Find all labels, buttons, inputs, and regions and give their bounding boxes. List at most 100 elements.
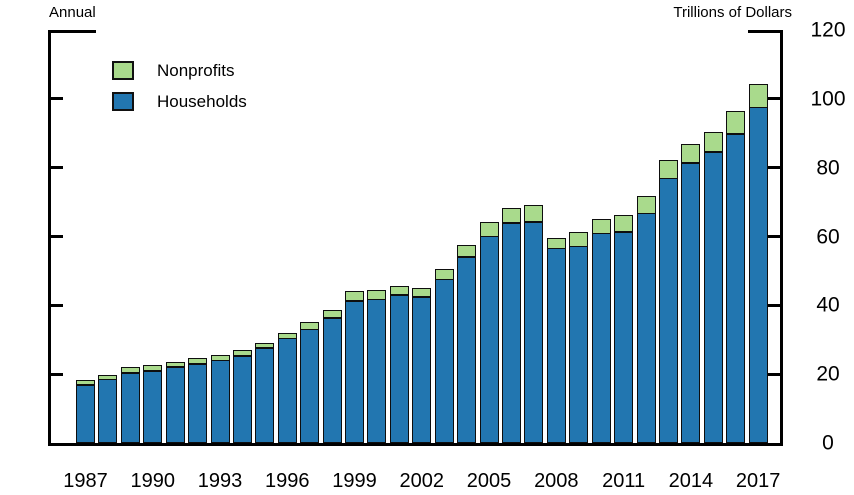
bar-2000 — [367, 289, 387, 443]
bar-1988 — [98, 374, 118, 443]
bar-1998-households-segment — [322, 317, 342, 443]
bar-2000-households-segment — [367, 299, 387, 443]
top-frame-right-segment — [748, 30, 780, 33]
x-tick-label-1987: 1987 — [63, 470, 108, 492]
x-tick-label-1996: 1996 — [265, 470, 310, 492]
bar-1988-nonprofits-segment — [98, 374, 118, 380]
right-axis-tick-60 — [768, 235, 780, 238]
bar-2002-nonprofits-segment — [412, 287, 432, 298]
x-tick-label-2017: 2017 — [735, 470, 781, 492]
bar-2003-households-segment — [434, 279, 454, 443]
bar-2005-households-segment — [479, 236, 499, 443]
bar-2013-households-segment — [658, 178, 678, 443]
x-tick-label-1999: 1999 — [332, 470, 377, 492]
right-axis-tick-40 — [768, 303, 780, 307]
y-tick-label-60: 60 — [816, 225, 840, 248]
bar-1993-nonprofits-segment — [210, 354, 230, 361]
y-tick-label-20: 20 — [816, 362, 840, 386]
bar-2014-nonprofits-segment — [681, 143, 701, 164]
bar-2013-nonprofits-segment — [658, 159, 678, 179]
bar-1999-households-segment — [345, 300, 365, 443]
bar-2005-nonprofits-segment — [479, 222, 499, 237]
y-tick-label-120: 120 — [810, 18, 846, 42]
bar-2004 — [457, 244, 477, 443]
bar-1996 — [277, 333, 297, 443]
bar-1987 — [76, 379, 95, 443]
bar-2001 — [389, 286, 409, 443]
bar-1998-nonprofits-segment — [322, 309, 342, 319]
bar-2004-households-segment — [457, 256, 477, 443]
bar-1990 — [143, 365, 163, 443]
bar-1991 — [165, 361, 185, 443]
bar-2013 — [658, 159, 678, 443]
bar-1998 — [322, 309, 342, 443]
y-tick-label-80: 80 — [816, 156, 840, 180]
legend-label: Households — [157, 92, 247, 111]
y-tick-label-40: 40 — [816, 293, 840, 317]
bar-2017-nonprofits-segment — [748, 83, 768, 108]
bar-1989-nonprofits-segment — [120, 367, 140, 374]
bar-2011-households-segment — [614, 232, 634, 443]
bar-1999-nonprofits-segment — [345, 291, 365, 302]
left-axis-tick-20 — [51, 372, 63, 376]
bar-2012 — [636, 196, 656, 443]
bar-1997-nonprofits-segment — [300, 321, 320, 330]
bar-2011-nonprofits-segment — [614, 215, 634, 233]
bar-1997-households-segment — [300, 329, 320, 443]
x-tick-label-2002: 2002 — [399, 470, 445, 492]
bar-1995-households-segment — [255, 348, 275, 443]
bar-1990-households-segment — [143, 371, 163, 443]
bar-2016 — [726, 111, 746, 443]
bar-2006-nonprofits-segment — [501, 207, 521, 224]
bar-2006 — [501, 207, 521, 443]
bar-2015-nonprofits-segment — [703, 131, 723, 152]
bar-1994-nonprofits-segment — [232, 350, 252, 357]
bar-1996-nonprofits-segment — [277, 333, 297, 339]
bar-1989-households-segment — [120, 372, 140, 443]
bar-2011 — [614, 215, 634, 443]
bar-1992-households-segment — [188, 363, 208, 443]
bar-2012-households-segment — [636, 213, 656, 443]
bar-1995 — [255, 342, 275, 443]
bar-2010-nonprofits-segment — [591, 218, 611, 234]
bar-2003-nonprofits-segment — [434, 268, 454, 280]
plot-area — [48, 30, 783, 446]
bar-2016-nonprofits-segment — [726, 111, 746, 135]
bar-1993-households-segment — [210, 360, 230, 443]
right-axis-tick-80 — [768, 166, 780, 170]
bar-2009-households-segment — [569, 246, 589, 443]
right-axis-title: Trillions of Dollars — [673, 4, 792, 21]
bar-2008 — [546, 237, 566, 443]
bar-2010-households-segment — [591, 233, 611, 443]
bar-2006-households-segment — [501, 222, 521, 443]
bar-2009-nonprofits-segment — [569, 232, 589, 247]
x-tick-label-1993: 1993 — [197, 470, 243, 492]
x-tick-label-1990: 1990 — [130, 470, 176, 492]
bar-1993 — [210, 354, 230, 443]
households-swatch-icon — [112, 92, 134, 111]
bar-2003 — [434, 268, 454, 443]
bar-2015 — [703, 131, 723, 443]
bar-2004-nonprofits-segment — [457, 244, 477, 258]
bar-2016-households-segment — [726, 133, 746, 443]
bar-1987-households-segment — [76, 384, 95, 443]
y-tick-label-100: 100 — [810, 87, 846, 111]
bar-2017-households-segment — [748, 107, 768, 443]
bar-2002 — [412, 287, 432, 443]
bar-2014 — [681, 143, 701, 443]
left-axis-tick-40 — [51, 303, 63, 307]
legend-item-nonprofits: Nonprofits — [112, 61, 247, 80]
y-tick-label-0: 0 — [822, 431, 834, 455]
bar-2001-households-segment — [389, 295, 409, 443]
bar-2009 — [569, 232, 589, 443]
bar-1992 — [188, 358, 208, 443]
bar-1990-nonprofits-segment — [143, 365, 163, 372]
bar-2010 — [591, 218, 611, 443]
left-axis-tick-60 — [51, 235, 63, 238]
bar-1992-nonprofits-segment — [188, 358, 208, 365]
bar-1996-households-segment — [277, 338, 297, 443]
legend-label: Nonprofits — [157, 61, 235, 80]
bar-2002-households-segment — [412, 296, 432, 443]
left-axis-title: Annual — [49, 4, 96, 21]
